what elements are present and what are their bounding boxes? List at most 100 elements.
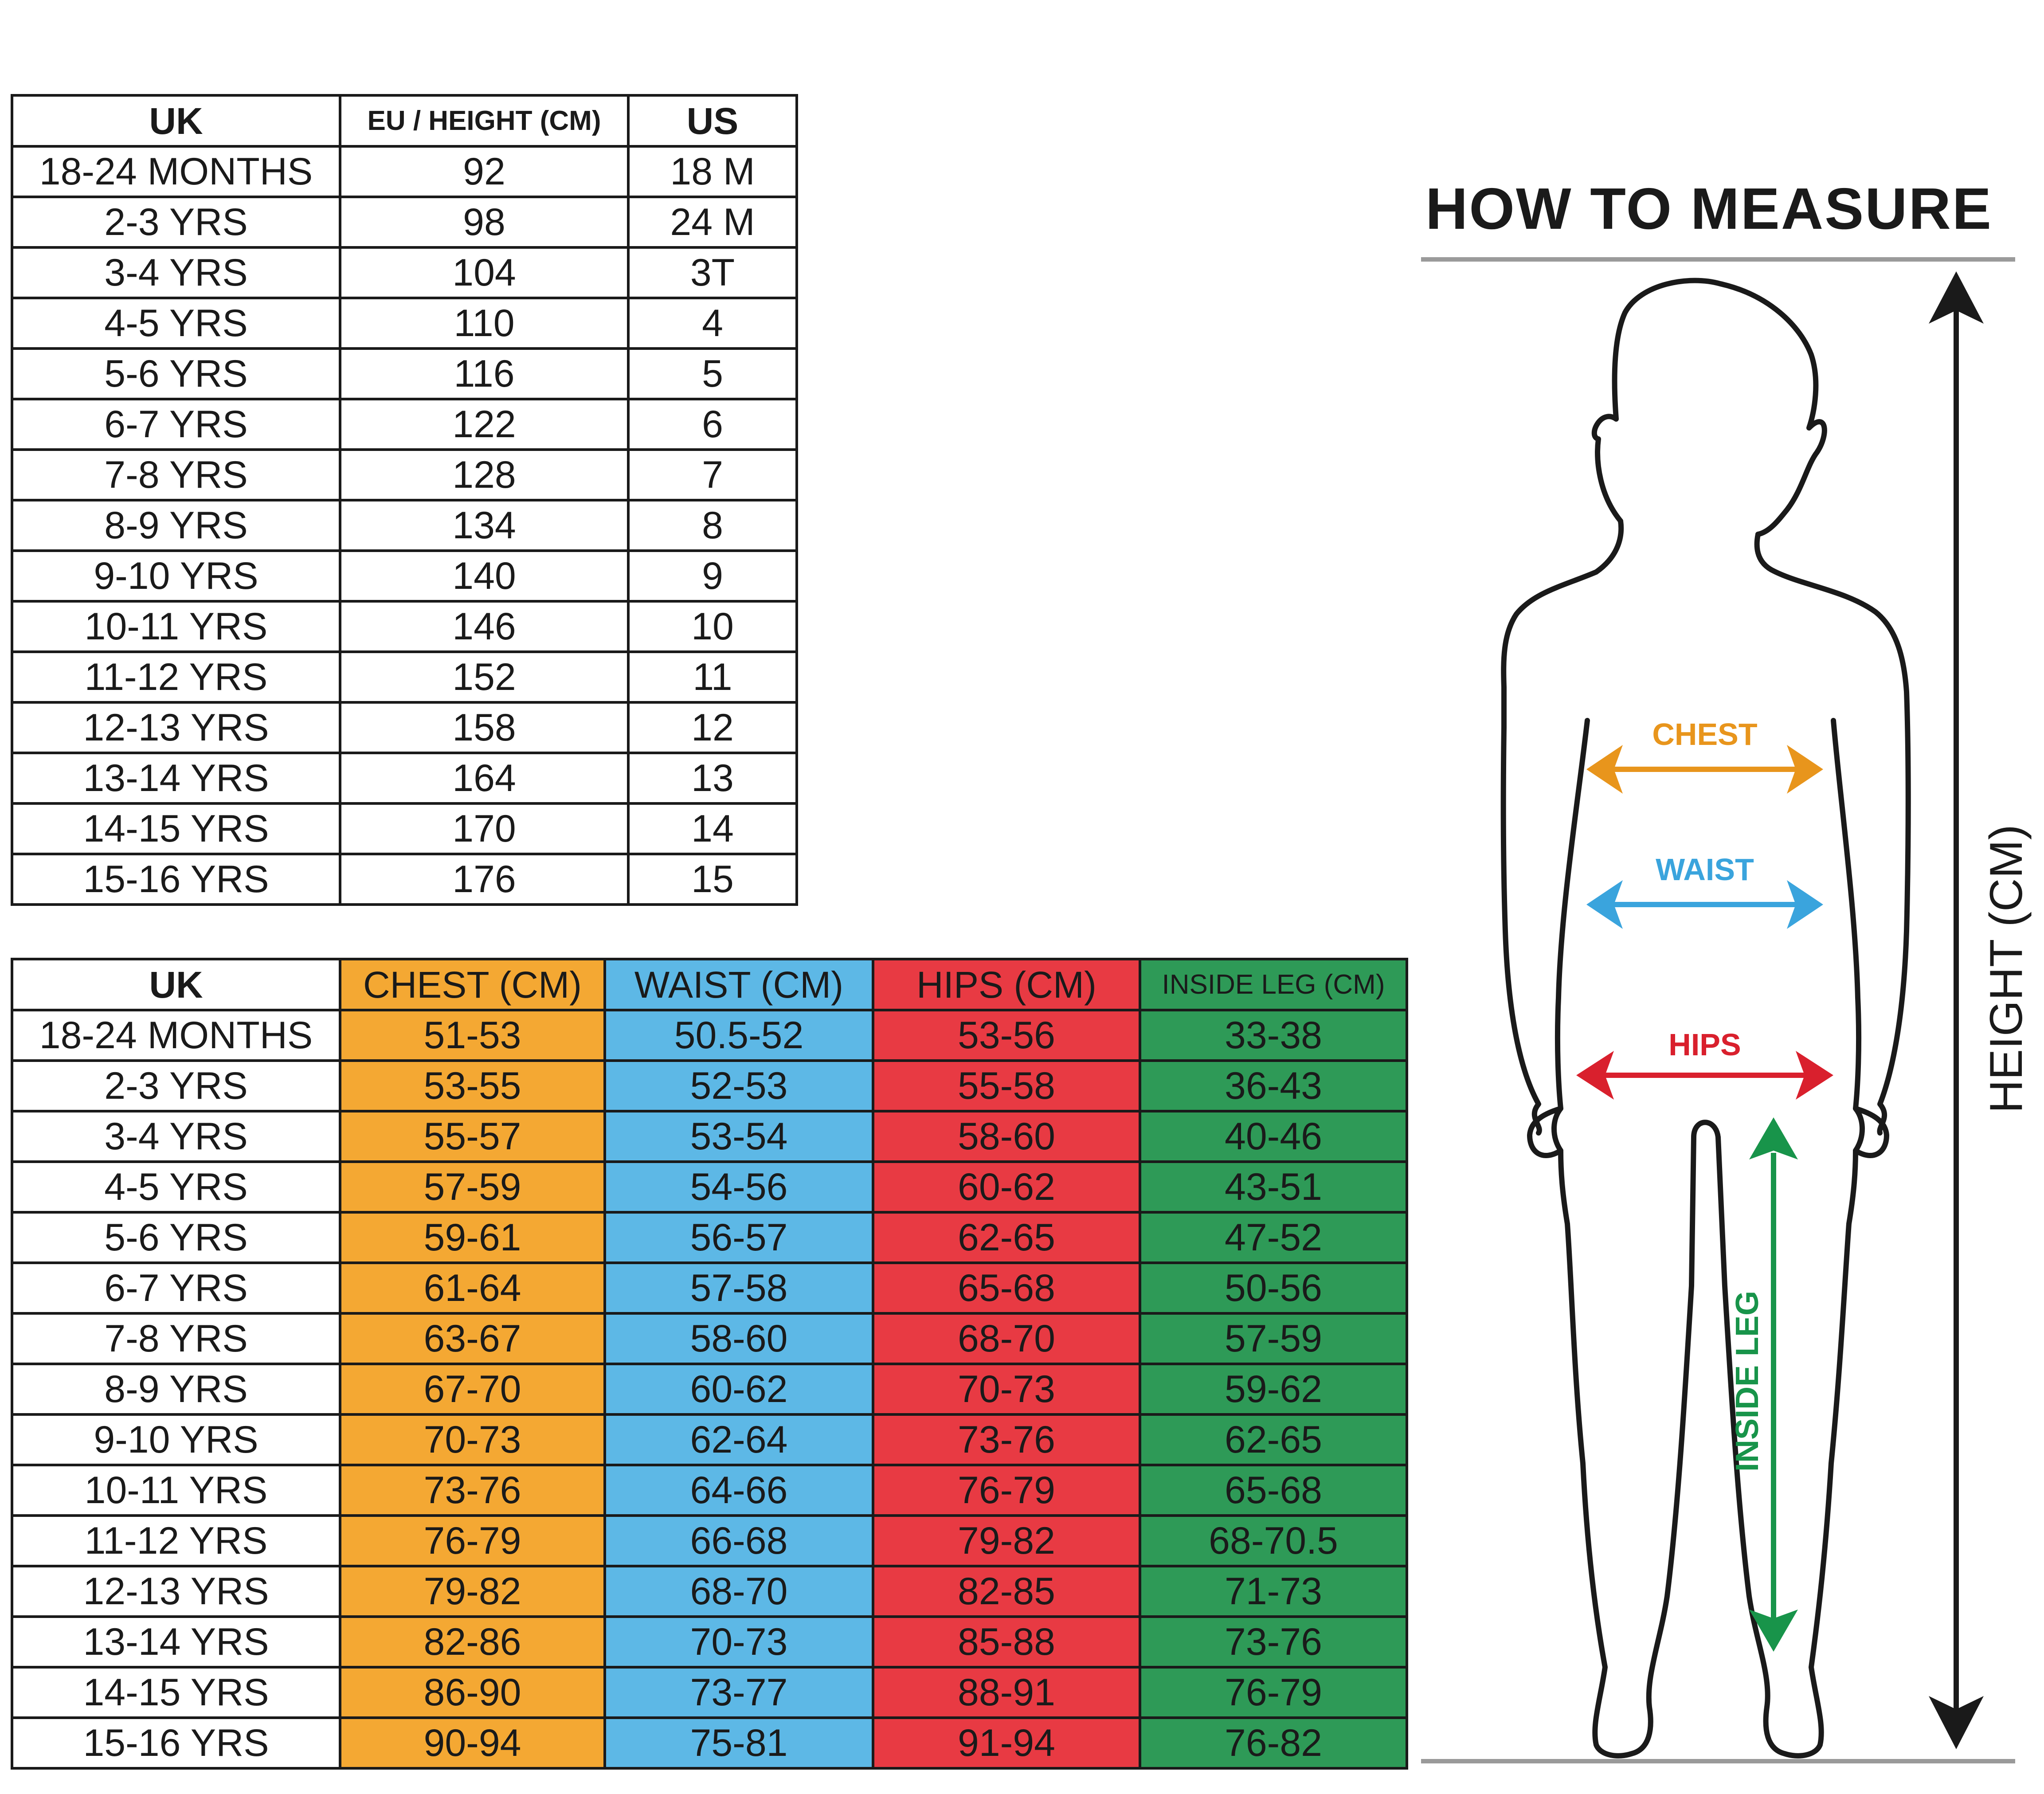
size-table-row: 3-4 YRS 104 3T	[11, 246, 798, 299]
uk-size-cell: 12-13 YRS	[11, 1565, 341, 1618]
us-size-cell: 14	[627, 802, 798, 855]
eu-height-cell: 164	[339, 752, 630, 805]
eu-height-cell: 134	[339, 499, 630, 552]
eu-height-cell: 152	[339, 650, 630, 704]
uk-size-cell: 5-6 YRS	[11, 347, 341, 400]
waist-cell: 50.5-52	[603, 1009, 874, 1062]
inside-leg-cell: 68-70.5	[1139, 1514, 1408, 1567]
waist-cell: 73-77	[603, 1666, 874, 1719]
uk-size-cell: 12-13 YRS	[11, 701, 341, 754]
uk-size-cell: 10-11 YRS	[11, 600, 341, 653]
measure-table-row: 13-14 YRS 82-86 70-73 85-88 73-76	[11, 1615, 1408, 1669]
inside-leg-cell: 59-62	[1139, 1363, 1408, 1416]
hips-cell: 79-82	[872, 1514, 1141, 1567]
size-table-row: 10-11 YRS 146 10	[11, 600, 798, 653]
waist-cell: 54-56	[603, 1160, 874, 1214]
uk-size-cell: 14-15 YRS	[11, 802, 341, 855]
eu-height-cell: 128	[339, 448, 630, 501]
us-size-cell: 13	[627, 752, 798, 805]
hips-cell: 60-62	[872, 1160, 1141, 1214]
measure-table-row: 7-8 YRS 63-67 58-60 68-70 57-59	[11, 1312, 1408, 1365]
chest-cell: 76-79	[339, 1514, 606, 1567]
inside-leg-cell: 62-65	[1139, 1413, 1408, 1466]
hips-cell: 65-68	[872, 1261, 1141, 1315]
inside-leg-arrow	[1749, 1117, 1798, 1652]
eu-height-cell: 170	[339, 802, 630, 855]
header-uk: UK	[11, 94, 341, 148]
us-size-cell: 4	[627, 297, 798, 350]
hips-cell: 70-73	[872, 1363, 1141, 1416]
chest-cell: 61-64	[339, 1261, 606, 1315]
chest-cell: 70-73	[339, 1413, 606, 1466]
uk-size-cell: 3-4 YRS	[11, 1110, 341, 1163]
hips-cell: 73-76	[872, 1413, 1141, 1466]
inside-leg-label: INSIDE LEG	[1730, 1291, 1765, 1472]
inside-leg-cell: 47-52	[1139, 1211, 1408, 1264]
uk-size-cell: 10-11 YRS	[11, 1464, 341, 1517]
size-table-header-row: UK EU / HEIGHT (CM) US	[11, 94, 798, 148]
hips-cell: 88-91	[872, 1666, 1141, 1719]
chest-cell: 57-59	[339, 1160, 606, 1214]
size-table-row: 14-15 YRS 170 14	[11, 802, 798, 855]
size-table-row: 6-7 YRS 122 6	[11, 398, 798, 451]
chest-cell: 86-90	[339, 1666, 606, 1719]
us-size-cell: 11	[627, 650, 798, 704]
hips-cell: 55-58	[872, 1059, 1141, 1112]
waist-cell: 56-57	[603, 1211, 874, 1264]
waist-cell: 60-62	[603, 1363, 874, 1416]
size-table-row: 15-16 YRS 176 15	[11, 853, 798, 906]
waist-label: WAIST	[1656, 852, 1754, 887]
uk-size-cell: 11-12 YRS	[11, 1514, 341, 1567]
child-silhouette	[1500, 278, 1911, 1759]
uk-size-cell: 8-9 YRS	[11, 1363, 341, 1416]
uk-size-cell: 5-6 YRS	[11, 1211, 341, 1264]
uk-size-cell: 15-16 YRS	[11, 1716, 341, 1770]
uk-size-cell: 13-14 YRS	[11, 1615, 341, 1669]
measure-table-body: 18-24 MONTHS 51-53 50.5-52 53-56 33-38 2-3 YR…	[11, 1009, 1408, 1770]
measure-table-row: 14-15 YRS 86-90 73-77 88-91 76-79	[11, 1666, 1408, 1719]
eu-height-cell: 104	[339, 246, 630, 299]
uk-size-cell: 9-10 YRS	[11, 549, 341, 603]
eu-height-cell: 158	[339, 701, 630, 754]
inside-leg-cell: 76-82	[1139, 1716, 1408, 1770]
size-table-row: 5-6 YRS 116 5	[11, 347, 798, 400]
uk-size-cell: 3-4 YRS	[11, 246, 341, 299]
size-table-row: 4-5 YRS 110 4	[11, 297, 798, 350]
uk-size-cell: 9-10 YRS	[11, 1413, 341, 1466]
inside-leg-cell: 43-51	[1139, 1160, 1408, 1214]
inside-leg-cell: 33-38	[1139, 1009, 1408, 1062]
measure-table-row: 6-7 YRS 61-64 57-58 65-68 50-56	[11, 1261, 1408, 1315]
chest-cell: 51-53	[339, 1009, 606, 1062]
us-size-cell: 8	[627, 499, 798, 552]
header-uk: UK	[11, 958, 341, 1011]
uk-size-cell: 7-8 YRS	[11, 448, 341, 501]
hips-cell: 62-65	[872, 1211, 1141, 1264]
waist-cell: 62-64	[603, 1413, 874, 1466]
header-eu-height: EU / HEIGHT (CM)	[339, 94, 630, 148]
measurement-table: UK CHEST (CM) WAIST (CM) HIPS (CM) INSID…	[11, 958, 1408, 1770]
waist-cell: 58-60	[603, 1312, 874, 1365]
eu-height-cell: 116	[339, 347, 630, 400]
size-table-row: 8-9 YRS 134 8	[11, 499, 798, 552]
eu-height-cell: 110	[339, 297, 630, 350]
uk-size-cell: 14-15 YRS	[11, 1666, 341, 1719]
waist-cell: 64-66	[603, 1464, 874, 1517]
header-us: US	[627, 94, 798, 148]
measure-table-row: 4-5 YRS 57-59 54-56 60-62 43-51	[11, 1160, 1408, 1214]
inside-leg-cell: 65-68	[1139, 1464, 1408, 1517]
inside-leg-cell: 76-79	[1139, 1666, 1408, 1719]
chest-cell: 53-55	[339, 1059, 606, 1112]
us-size-cell: 10	[627, 600, 798, 653]
measure-table-row: 5-6 YRS 59-61 56-57 62-65 47-52	[11, 1211, 1408, 1264]
uk-size-cell: 2-3 YRS	[11, 1059, 341, 1112]
uk-size-cell: 13-14 YRS	[11, 752, 341, 805]
waist-cell: 53-54	[603, 1110, 874, 1163]
us-size-cell: 15	[627, 853, 798, 906]
uk-size-cell: 4-5 YRS	[11, 297, 341, 350]
chest-arrow	[1586, 745, 1823, 794]
measure-table-row: 15-16 YRS 90-94 75-81 91-94 76-82	[11, 1716, 1408, 1770]
hips-cell: 53-56	[872, 1009, 1141, 1062]
measure-table-header-row: UK CHEST (CM) WAIST (CM) HIPS (CM) INSID…	[11, 958, 1408, 1011]
measure-table-row: 2-3 YRS 53-55 52-53 55-58 36-43	[11, 1059, 1408, 1112]
inside-leg-cell: 36-43	[1139, 1059, 1408, 1112]
